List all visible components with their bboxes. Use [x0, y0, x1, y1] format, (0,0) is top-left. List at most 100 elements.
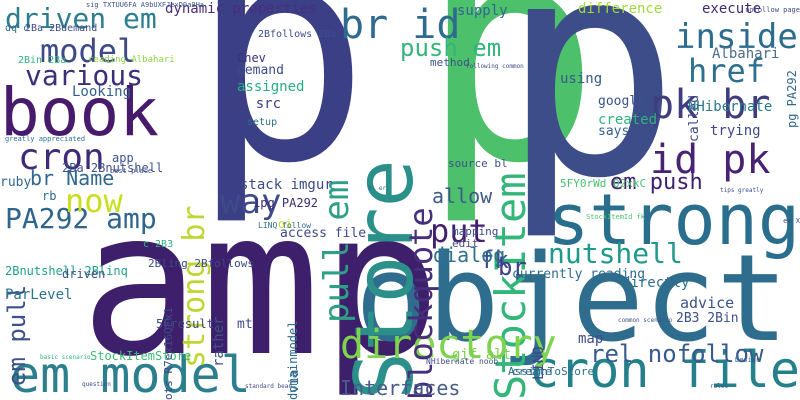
cloud-word-2bling-2bfollows: 2Bling 2Bfollows: [148, 257, 254, 270]
cloud-word-source-bl: source bl: [448, 157, 508, 170]
cloud-word-img-src: img src: [222, 96, 282, 112]
cloud-word-directly: directly: [622, 275, 690, 291]
cloud-word-trying: trying: [710, 123, 761, 139]
cloud-word-model: model: [40, 32, 137, 70]
cloud-word-rules: rules: [710, 383, 729, 390]
cloud-word-dialog: dialog: [433, 243, 506, 267]
cloud-word-basic-scenario: basic scenario: [40, 354, 91, 361]
cloud-word-2bfollows-2ba: 2Bfollows 2Ba: [258, 29, 337, 40]
cloud-word-stockitemid-fk: StockItemId fk: [586, 213, 646, 221]
cloud-word-2bin-2ba: 2Bin 2Ba: [18, 55, 67, 66]
cloud-word-using: using: [560, 71, 603, 87]
cloud-word-5fresult: 5Fresult: [156, 317, 214, 331]
cloud-word-mapping: mapping: [452, 225, 499, 238]
cloud-word-supply: supply: [457, 3, 508, 19]
cloud-word-directory: directory: [340, 322, 557, 368]
cloud-word-setup: setup: [247, 117, 278, 128]
cloud-word-em-push: em push: [610, 170, 703, 195]
cloud-word-currently-reading: currently reading: [512, 267, 646, 282]
cloud-word-object: object: [355, 230, 789, 369]
cloud-word-2ba-2bnutshell: 2Ba 2Bnutshell: [62, 161, 164, 175]
cloud-word-cron: cron: [18, 137, 105, 178]
cloud-word-rather: rather: [211, 316, 227, 367]
cloud-word-driven: driven: [62, 267, 106, 281]
cloud-word-gif-alt: gif alt: [452, 347, 512, 363]
cloud-word-question: question: [82, 381, 111, 388]
cloud-word-chev: Chev: [237, 51, 266, 65]
cloud-word-edit: edit: [452, 237, 479, 250]
cloud-word-assigntostore: AssignToStore: [508, 365, 595, 378]
cloud-word-driven-em: driven em: [5, 2, 157, 35]
cloud-word-em-model: em model: [10, 346, 251, 400]
cloud-word-p: p: [190, 0, 371, 229]
cloud-word-linq-follow: LINQ follow: [258, 221, 311, 230]
cloud-word-now: now: [65, 182, 123, 220]
cloud-word-parlevel: ParLevel: [5, 287, 73, 303]
cloud-word-rb: rb: [42, 189, 57, 203]
cloud-word-rel-nofollow: rel nofollow: [590, 340, 764, 368]
cloud-word-execute: execute: [702, 1, 762, 17]
cloud-word-mt: mt: [237, 317, 253, 332]
cloud-word-interfaces: Interfaces: [340, 376, 461, 400]
cloud-word-reading-albahari: reading Albahari: [88, 55, 175, 65]
cloud-word-google: google: [598, 94, 645, 109]
cloud-word-best-place: best place: [110, 167, 153, 175]
cloud-word-app: app: [112, 151, 134, 165]
cloud-word-pg-pa292: pg PA292: [785, 70, 799, 128]
cloud-word-looking: Looking: [72, 84, 132, 100]
cloud-word-amp: amp: [80, 168, 442, 400]
cloud-word-1pg-pa292: 1pg PA292: [253, 196, 319, 210]
cloud-word-ruby: ruby: [0, 175, 32, 190]
cloud-word-strong-br: strong br: [177, 205, 212, 368]
cloud-word-ots-r7ex16qex1: ots R7ex16QEx1: [162, 307, 175, 400]
cloud-word-2bnutshell-2blinq: 2Bnutshell 2Blinq: [5, 264, 128, 278]
cloud-word-pull-em: pull em: [317, 179, 357, 323]
cloud-word-albahari: Albahari: [712, 46, 780, 62]
cloud-word-2ba-2bdemand: 2Ba 2Bdemand: [25, 23, 98, 34]
cloud-word-sig-txtuu6fa-a9buxfjexd0a9ha: sig TXTUU6FA A9bUXFJexD0a9Ha: [86, 1, 205, 9]
cloud-word-push-em: push em: [400, 34, 502, 62]
cloud-word-access-file: access file: [280, 226, 367, 241]
cloud-word-allow: allow: [432, 184, 493, 208]
cloud-word-design: Design: [735, 356, 761, 364]
cloud-word-href: href: [688, 52, 766, 90]
cloud-word-stockitemstore: StockItemStore: [90, 349, 192, 363]
cloud-word-create: create: [512, 365, 552, 378]
cloud-word-put: put: [430, 212, 488, 250]
cloud-word-5fy0rwd-q2xkc: 5FY0rWd Q2xkC: [560, 177, 647, 190]
cloud-word-method: method: [430, 56, 470, 69]
cloud-word-advice: advice: [680, 294, 735, 312]
cloud-word-br-id: br id: [340, 2, 461, 48]
cloud-word-fk: fk: [480, 246, 509, 274]
cloud-word-book: book: [0, 74, 159, 151]
cloud-word-says: says: [598, 124, 630, 139]
cloud-word-tips-greatly: tips greatly: [720, 187, 764, 194]
cloud-word-p: p: [420, 0, 601, 229]
cloud-word-inside: inside: [675, 17, 798, 57]
cloud-word-demand: demand: [237, 63, 284, 78]
cloud-word-nhibernate-noob: NHibernate noob: [426, 357, 499, 366]
cloud-word-br: br: [498, 253, 527, 281]
cloud-word-p: p: [500, 0, 681, 244]
cloud-word-pa292-amp: PA292 amp: [5, 202, 157, 235]
cloud-word-following-common: following common: [466, 63, 524, 70]
cloud-word-strong: strong: [547, 179, 800, 261]
cloud-word-assigned: assigned: [237, 79, 305, 95]
cloud-word-dq-c: dq c: [5, 23, 30, 34]
cloud-word-dynamic-properties: dynamic properties: [165, 1, 317, 17]
cloud-word-hl-er: hl er: [368, 185, 387, 192]
cloud-word-common-scenario: common scenario: [618, 317, 673, 324]
cloud-word-difference: difference: [578, 1, 663, 17]
cloud-word-ea-x: ea X: [783, 217, 800, 225]
cloud-word-map: map: [578, 331, 604, 347]
cloud-word-nutshell: nutshell: [548, 237, 683, 270]
cloud-word-nhibernate: NHibernate: [688, 99, 773, 115]
cloud-word-created: created: [598, 112, 658, 128]
cloud-word-greatly-appreciated: greatly appreciated: [5, 135, 86, 143]
cloud-word-oi: oi: [278, 217, 293, 231]
cloud-word-nofollow-page: nofollow page: [745, 6, 800, 14]
cloud-word-cron-file: cron file: [529, 341, 800, 399]
cloud-word-way: way: [220, 182, 282, 222]
cloud-word-id-pk: id pk: [650, 137, 771, 183]
